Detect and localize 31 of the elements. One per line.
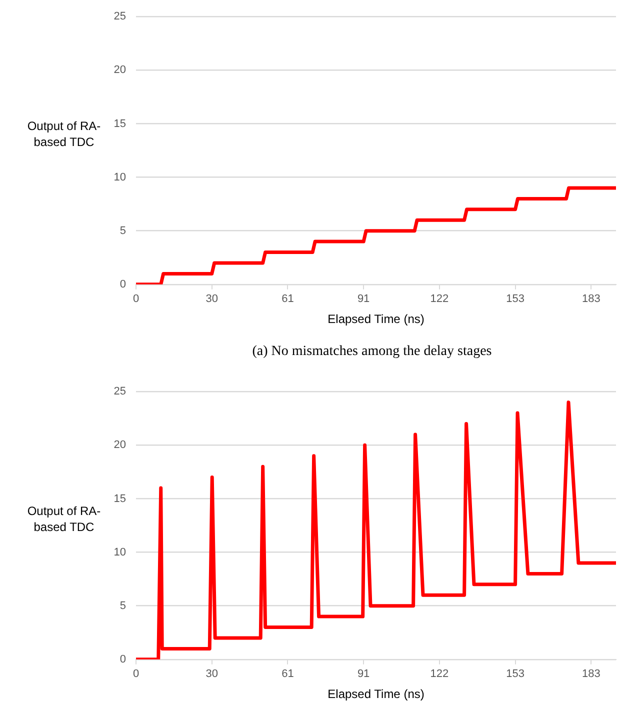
y-tick-label: 0 [120, 653, 126, 666]
text: (a) No mismatches among the delay stages [251, 343, 493, 361]
x-tick-label: 183 [582, 293, 600, 306]
x-tick-label: 153 [506, 668, 524, 680]
y-tick-label: 25 [114, 10, 126, 23]
x-tick-label: 30 [206, 293, 218, 306]
y-tick-label: 15 [114, 118, 126, 130]
y-axis-title: Output of RA-based TDC [26, 503, 102, 535]
x-tick-label: 122 [430, 293, 449, 306]
x-tick-label: 30 [206, 668, 218, 680]
y-tick-label: 25 [114, 386, 126, 398]
y-tick-label: 15 [114, 492, 126, 505]
x-tick-label: 122 [430, 668, 449, 680]
y-tick-label: 20 [114, 439, 126, 452]
y-tick-label: 5 [120, 224, 126, 237]
y-tick-label: 10 [114, 171, 126, 184]
y-tick-label: 5 [120, 600, 126, 612]
x-tick-label: 91 [357, 293, 370, 306]
x-axis-title: Elapsed Time (ns) [328, 312, 424, 326]
x-tick-label: 153 [506, 293, 524, 306]
x-axis-title: Elapsed Time (ns) [328, 687, 424, 702]
y-tick-label: 10 [114, 546, 126, 558]
x-tick-label: 0 [132, 293, 140, 306]
x-tick-label: 61 [282, 293, 294, 306]
x-tick-label: 0 [132, 668, 140, 680]
x-tick-label: 183 [582, 668, 600, 680]
x-tick-label: 61 [282, 668, 294, 680]
x-tick-label: 91 [357, 668, 370, 680]
y-axis-title: Output of RA-based TDC [26, 118, 102, 150]
y-tick-label: 20 [114, 64, 126, 76]
y-tick-label: 0 [120, 278, 126, 290]
